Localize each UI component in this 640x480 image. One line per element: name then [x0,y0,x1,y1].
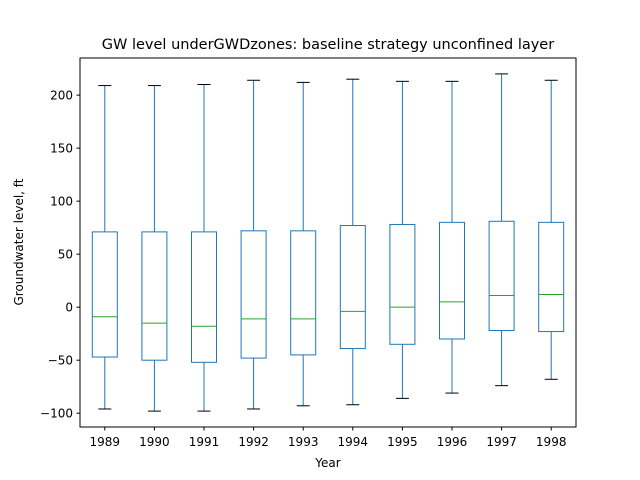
iqr-box [389,223,416,345]
box-1991 [191,84,217,412]
y-tick-label: 50 [58,248,73,262]
x-tick-label: 1996 [437,435,468,449]
box-1998 [538,79,565,380]
chart-title: GW level underGWDzones: baseline strateg… [102,37,554,53]
y-axis: −100 −50 0 50 100 150 200 [40,89,80,421]
plot-area-frame [79,57,577,428]
y-tick-label: −50 [48,354,73,368]
x-tick-label: 1993 [288,435,319,449]
iqr-box [538,221,565,333]
box-1989 [91,85,118,410]
box-1993 [290,81,317,407]
x-tick-label: 1992 [238,435,269,449]
y-tick-label: 0 [65,301,73,315]
x-tick-label: 1991 [189,435,220,449]
iqr-box [191,231,217,363]
iqr-box [290,230,317,356]
x-axis-label: Year [314,456,340,470]
iqr-box [141,231,168,361]
box-1996 [439,80,465,394]
x-tick-label: 1989 [90,435,121,449]
box-1994 [339,78,366,406]
x-tick-label: 1998 [536,435,567,449]
box-1990 [141,85,168,412]
box-1995 [389,80,416,399]
iqr-box [439,221,465,340]
box-1997 [488,73,515,387]
iqr-box [91,231,118,358]
x-tick-label: 1990 [139,435,170,449]
iqr-box [488,220,515,332]
x-axis: 1989 1990 1991 1992 1993 1994 1995 1996 1997 1998 [90,427,567,449]
y-tick-label: −100 [40,407,73,421]
boxes-group [91,73,565,412]
x-tick-label: 1994 [338,435,369,449]
y-tick-label: 150 [50,142,73,156]
iqr-box [240,230,267,359]
y-tick-label: 100 [50,195,73,209]
iqr-box [339,225,366,350]
box-1992 [240,79,267,410]
x-tick-label: 1997 [486,435,517,449]
x-tick-label: 1995 [387,435,418,449]
y-axis-label: Groundwater level, ft [12,178,26,305]
y-tick-label: 200 [50,89,73,103]
